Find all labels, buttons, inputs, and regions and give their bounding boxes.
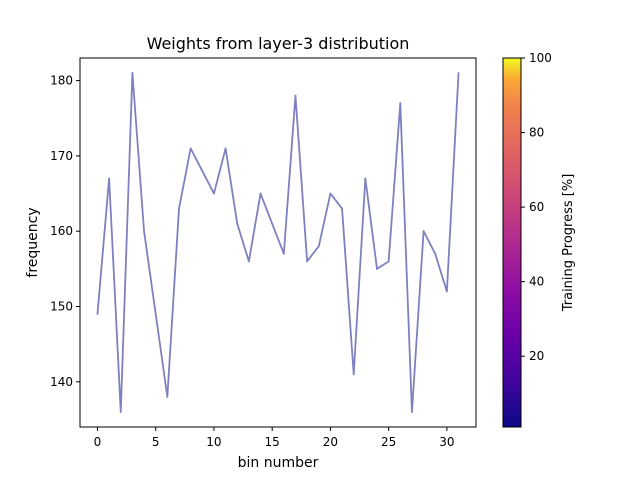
- data-point: [341, 207, 343, 210]
- data-point: [387, 260, 390, 263]
- series-line: [96, 72, 460, 413]
- data-point: [224, 147, 227, 150]
- y-axis-ticks: 140 150 160 170 180: [50, 74, 80, 389]
- data-point: [411, 411, 413, 413]
- data-point: [364, 177, 367, 180]
- data-point: [294, 94, 297, 97]
- y-tick-label: 150: [50, 300, 73, 314]
- data-point: [154, 313, 157, 315]
- data-point: [317, 245, 320, 248]
- colorbar: 20 40 60 80 100 Training Progress [%]: [502, 51, 576, 428]
- data-point: [213, 192, 215, 195]
- x-tick-label: 0: [94, 435, 102, 449]
- x-tick-label: 5: [152, 435, 160, 449]
- colorbar-gradient: [502, 57, 522, 428]
- y-tick-label: 180: [50, 74, 73, 88]
- data-point: [352, 373, 355, 376]
- axes-frame: [79, 57, 477, 428]
- colorbar-tick-label: 100: [529, 51, 552, 65]
- data-point: [131, 72, 134, 74]
- data-point: [119, 411, 122, 413]
- x-tick-label: 15: [265, 435, 280, 449]
- y-tick-label: 140: [50, 375, 73, 389]
- data-point: [143, 230, 145, 233]
- data-point: [178, 207, 180, 210]
- data-series: [96, 72, 460, 413]
- colorbar-tick-label: 80: [529, 126, 544, 140]
- x-tick-label: 30: [439, 435, 454, 449]
- data-point: [108, 177, 111, 180]
- data-point: [376, 267, 378, 270]
- data-point: [457, 72, 460, 74]
- y-tick-label: 160: [50, 224, 73, 238]
- data-point: [271, 222, 274, 225]
- colorbar-ticks: 20 40 60 80 100: [521, 51, 552, 363]
- colorbar-tick-label: 20: [529, 349, 544, 363]
- x-axis-ticks: 0 5 10 15 20 25 30: [94, 427, 455, 449]
- data-point: [329, 192, 332, 195]
- data-point: [445, 290, 448, 293]
- chart-title: Weights from layer-3 distribution: [147, 34, 410, 53]
- data-point: [282, 252, 285, 255]
- colorbar-tick-label: 40: [529, 275, 544, 289]
- data-point: [96, 313, 99, 315]
- y-tick-label: 170: [50, 149, 73, 163]
- data-point: [306, 260, 309, 263]
- data-point: [166, 395, 169, 398]
- data-point: [434, 252, 437, 255]
- colorbar-tick-label: 60: [529, 200, 544, 214]
- data-point: [189, 147, 192, 150]
- data-point: [201, 170, 204, 172]
- x-tick-label: 10: [206, 435, 221, 449]
- data-point: [247, 260, 250, 263]
- data-point: [259, 192, 262, 195]
- colorbar-label: Training Progress [%]: [561, 174, 576, 313]
- y-axis-label: frequency: [25, 207, 41, 277]
- data-point: [399, 102, 402, 105]
- data-point: [422, 230, 425, 233]
- plot-area: 0 5 10 15 20 25 30 140 150 160 170 180: [50, 57, 477, 449]
- data-point: [236, 222, 239, 225]
- x-tick-label: 20: [323, 435, 338, 449]
- x-tick-label: 25: [381, 435, 396, 449]
- x-axis-label: bin number: [238, 455, 319, 471]
